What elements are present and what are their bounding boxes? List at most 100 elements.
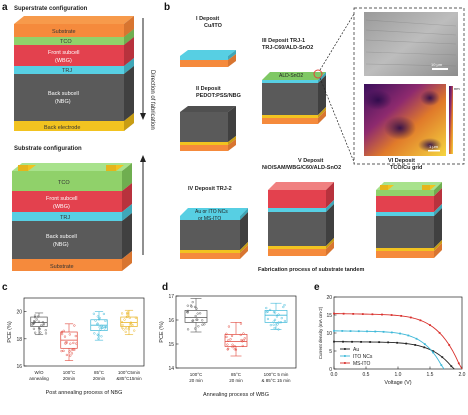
data-point [133,329,136,332]
trj2-label1: Au or ITO NCs [195,209,228,215]
x-tick-label: 2.0 [459,372,466,378]
data-point [234,348,238,351]
jv-marker [400,314,403,317]
data-point [44,329,47,332]
data-point [103,325,106,329]
zoom-line-top [319,13,355,71]
data-point [282,305,285,309]
step-5-label1: V Deposit [298,158,324,164]
step-4-block: IV Deposit TRJ-2 Au or ITO NCs or MS-ITO [180,186,248,259]
data-point [186,309,190,313]
data-point [102,312,106,316]
data-point [60,349,63,353]
data-point [62,329,65,332]
jv-marker [432,351,434,354]
y-tick-label: 16 [168,318,174,324]
data-point [277,328,280,331]
data-point [75,342,78,345]
data-point [242,339,245,342]
data-point [225,332,228,335]
sub-layer-back: Back subcell [46,234,77,240]
data-point [32,327,36,330]
data-point [134,316,138,320]
data-point [103,327,106,330]
data-point [70,352,74,355]
jv-marker [396,341,399,344]
y-tick-label: 15 [326,313,332,319]
category-label: annealing [29,376,49,381]
data-point [122,328,125,331]
sub-layer-nbg: (NBG) [53,242,69,248]
data-point [199,312,202,315]
data-point [225,335,228,339]
data-point [42,322,46,326]
data-point [201,323,204,326]
data-point [129,321,133,324]
data-point [97,318,101,321]
data-point [68,333,71,336]
step-2-label2: PEDOT:PSS/NBG [196,93,241,99]
data-point [96,315,99,318]
data-point [99,328,102,331]
step-2-block: II Deposit PEDOT:PSS/NBG [180,86,241,151]
x-tick-label: 1.0 [395,372,402,378]
y-tick-label: 17 [168,294,174,300]
data-point [63,335,67,338]
category-label: & 85°C 15 min [261,378,291,383]
zoom-inset: 10 μm 1 μm nm [353,7,465,165]
data-point [272,311,276,314]
data-point [273,326,276,330]
data-point [33,331,37,334]
box [184,310,208,323]
data-point [96,323,99,326]
data-point [120,320,124,324]
panel-letter-e: e [314,282,320,293]
category-label: 20min [93,376,106,381]
data-point [36,315,40,318]
jv-marker [423,343,426,346]
direction-arrow: Direction of fabrication [140,18,155,255]
jv-marker [382,330,385,333]
data-point [273,311,277,314]
data-point [266,310,269,313]
box [264,310,288,323]
x-axis-label: Voltage (V) [384,380,411,386]
data-point [33,320,37,323]
jv-marker [371,313,374,316]
step-5-label2: NiO/SAM/WBG/C60/ALD-SnO2 [262,165,341,171]
data-point [61,332,64,336]
jv-marker [351,340,353,343]
y-axis-label: PCE (%) [7,321,13,343]
data-point [231,343,234,346]
jv-marker [415,337,418,340]
data-point [273,318,277,321]
data-point [131,323,134,327]
data-point [68,350,71,353]
step-1-label1: I Deposit [196,16,219,22]
data-point [227,339,230,342]
legend-marker [344,355,346,357]
jv-marker [448,344,451,346]
data-point [241,344,244,348]
data-point [283,303,286,307]
category-label: 100°C5min [118,370,141,375]
jv-marker [357,330,360,333]
data-point [72,341,75,345]
jv-marker [440,364,443,367]
y-tick-label: 10 [326,331,332,337]
data-point [94,319,97,322]
category-label: &85°C15min [116,376,142,381]
afm-scale-label: 1 μm [429,144,439,149]
data-point [195,318,198,321]
data-point [243,337,246,340]
substrate-title: Substrate configuration [14,146,82,152]
jv-marker [374,330,377,333]
data-point [231,345,234,349]
data-point [123,318,126,321]
jv-marker [361,313,364,315]
super-layer-front: Front subcell [48,50,80,56]
super-layer-substrate: Substrate [52,29,76,35]
data-point [39,331,42,334]
panel-letter-b: b [164,2,170,13]
